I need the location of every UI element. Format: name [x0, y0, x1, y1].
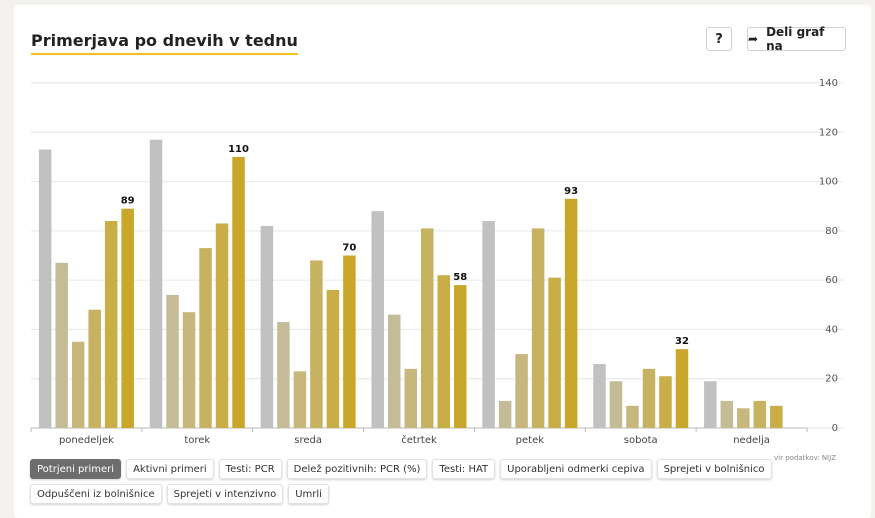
bar [310, 260, 323, 428]
tab-2[interactable]: Testi: PCR [218, 459, 282, 479]
y-tick-label: 140 [819, 78, 838, 89]
chart-card: Primerjava po dnevih v tednu ? ➦ Deli gr… [14, 5, 871, 518]
share-button[interactable]: ➦ Deli graf na [747, 25, 846, 53]
y-tick-label: 100 [819, 177, 838, 188]
bar [71, 341, 85, 428]
bar [182, 312, 196, 428]
x-tick-label: nedelja [733, 435, 770, 446]
data-label: 70 [342, 243, 356, 254]
bar [720, 400, 734, 428]
tab-9[interactable]: Umrli [288, 484, 329, 504]
bar [704, 381, 717, 428]
x-tick-label: petek [516, 435, 545, 446]
tab-6[interactable]: Sprejeti v bolnišnico [656, 459, 772, 479]
bar [593, 363, 606, 428]
bar [421, 228, 434, 428]
bar [104, 221, 118, 428]
data-label: 89 [121, 196, 135, 207]
bar [371, 211, 384, 428]
y-tick-label: 80 [825, 226, 838, 237]
bar [642, 368, 656, 428]
bar [215, 223, 229, 428]
tab-0[interactable]: Potrjeni primeri [30, 459, 122, 479]
bar [149, 139, 163, 428]
bar [343, 255, 356, 428]
bar [55, 262, 68, 428]
bar [121, 208, 134, 428]
bar [199, 248, 212, 428]
tab-3[interactable]: Delež pozitivnih: PCR (%) [286, 459, 428, 479]
bar [232, 156, 245, 428]
data-label: 110 [228, 144, 249, 155]
tab-5[interactable]: Uporabljeni odmerki cepiva [500, 459, 652, 479]
bar [88, 309, 101, 428]
bar [326, 290, 340, 428]
data-source: vir podatkov: NIJZ [774, 454, 836, 462]
bar [38, 149, 52, 429]
bar [564, 198, 578, 428]
bar [293, 371, 307, 428]
bar [454, 285, 467, 428]
bar [166, 294, 179, 428]
bar [753, 400, 767, 428]
bar-chart: 0 20 40 60 80 100 120 140 89 ponedeljek 110 torek 70… [30, 78, 844, 446]
x-tick-label: sobota [624, 435, 658, 446]
bar [548, 277, 561, 428]
x-tick-label: sreda [294, 435, 322, 446]
bar [626, 405, 639, 428]
bar [770, 405, 783, 428]
data-label: 93 [564, 186, 578, 197]
data-label: 32 [675, 336, 689, 347]
bar [675, 349, 689, 428]
y-tick-label: 120 [819, 127, 838, 138]
tab-1[interactable]: Aktivni primeri [126, 459, 214, 479]
help-button[interactable]: ? [706, 27, 732, 51]
bar [659, 376, 672, 428]
bar [404, 368, 417, 428]
bar [531, 228, 545, 428]
y-tick-label: 0 [832, 423, 838, 434]
bar [437, 275, 450, 428]
bar [515, 354, 528, 428]
x-tick-label: ponedeljek [59, 435, 114, 446]
tab-4[interactable]: Testi: HAT [432, 459, 496, 479]
chart-title: Primerjava po dnevih v tednu [31, 31, 298, 55]
bar [388, 314, 401, 428]
y-tick-label: 40 [825, 324, 838, 335]
tab-8[interactable]: Sprejeti v intenzivno [166, 484, 284, 504]
bar [277, 322, 290, 428]
x-tick-label: četrtek [401, 434, 437, 446]
bar [482, 221, 495, 428]
share-button-label: Deli graf na [766, 25, 825, 53]
bar [260, 225, 274, 428]
bar [609, 381, 623, 428]
bar [737, 408, 750, 428]
share-arrow-icon: ➦ [748, 32, 759, 46]
metric-tabs: Potrjeni primeri Aktivni primeri Testi: PC… [30, 459, 830, 504]
y-tick-label: 60 [825, 275, 838, 286]
y-tick-label: 20 [825, 374, 838, 385]
tab-7[interactable]: Odpuščeni iz bolnišnice [30, 484, 162, 504]
x-tick-label: torek [184, 435, 210, 446]
data-label: 58 [453, 272, 467, 283]
bar [498, 400, 512, 428]
